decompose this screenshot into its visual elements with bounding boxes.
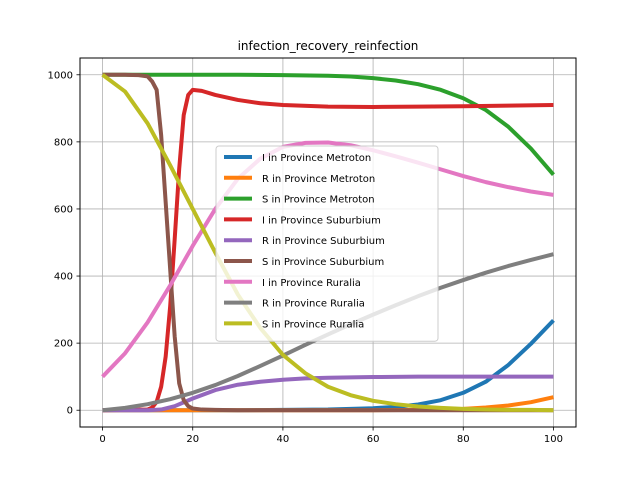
y-tick-label: 800 <box>54 137 73 148</box>
y-tick-label: 0 <box>67 406 73 417</box>
legend-label: R in Province Suburbium <box>262 236 385 247</box>
x-tick-label: 100 <box>544 434 563 445</box>
series-line-s-in-province-ruralia <box>101 73 554 413</box>
legend-box <box>215 145 439 342</box>
series-line-r-in-province-suburbium <box>102 374 554 413</box>
chart-title: infection_recovery_reinfection <box>238 39 419 53</box>
legend: I in Province Metroton R in Province Metr… <box>215 145 439 342</box>
x-tick-label: 20 <box>186 434 199 445</box>
series-line-s-in-province-suburbium <box>102 72 554 413</box>
legend-label: S in Province Suburbium <box>262 257 384 268</box>
series-lines <box>101 72 555 413</box>
x-tick-label: 60 <box>367 434 380 445</box>
legend-label: S in Province Metroton <box>262 195 375 206</box>
legend-label: I in Province Ruralia <box>262 278 361 289</box>
plot-frame <box>79 57 577 428</box>
y-tick-label: 600 <box>54 204 73 215</box>
x-tick-label: 0 <box>99 434 105 445</box>
y-tick-label: 400 <box>54 272 73 283</box>
x-tick-label: 40 <box>277 434 290 445</box>
x-tick-label: 80 <box>457 434 470 445</box>
series-line-i-in-province-suburbium <box>102 87 554 413</box>
y-tick-label: 200 <box>54 339 73 350</box>
legend-label: I in Province Suburbium <box>262 215 381 226</box>
series-line-i-in-province-ruralia <box>101 140 554 379</box>
series-line-s-in-province-metroton <box>102 72 555 177</box>
legend-label: R in Province Metroton <box>262 174 375 185</box>
legend-label: I in Province Metroton <box>262 153 371 164</box>
y-tick-label: 1000 <box>48 70 73 81</box>
legend-label: R in Province Ruralia <box>262 299 365 310</box>
legend-label: S in Province Ruralia <box>262 319 364 330</box>
